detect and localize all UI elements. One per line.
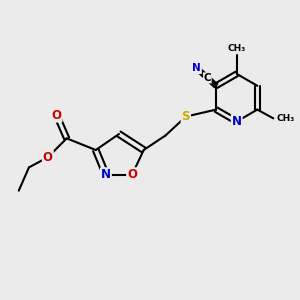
Text: O: O [43, 151, 53, 164]
Text: N: N [192, 63, 201, 73]
Text: O: O [127, 168, 137, 181]
Text: CH₃: CH₃ [276, 114, 295, 123]
Text: O: O [52, 109, 61, 122]
Text: CH₃: CH₃ [228, 44, 246, 53]
Text: N: N [232, 115, 242, 128]
Text: C: C [203, 73, 211, 83]
Text: N: N [101, 168, 111, 181]
Text: S: S [182, 110, 190, 123]
